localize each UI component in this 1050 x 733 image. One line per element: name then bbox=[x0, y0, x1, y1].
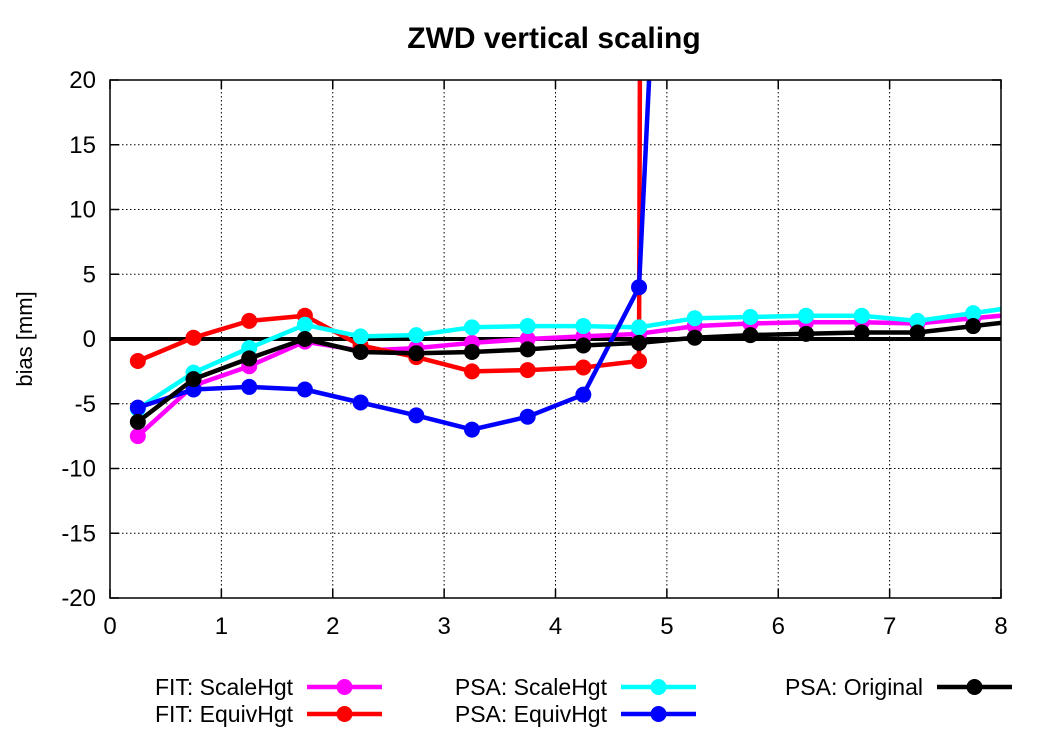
data-point-1-9 bbox=[631, 353, 648, 370]
data-point-2-6 bbox=[463, 319, 480, 336]
data-point-2-5 bbox=[408, 327, 425, 344]
data-point-2-14 bbox=[909, 312, 926, 329]
data-point-2-9 bbox=[631, 319, 648, 336]
data-point-3-2 bbox=[241, 378, 258, 395]
data-point-4-10 bbox=[686, 329, 703, 346]
data-point-1-7 bbox=[519, 362, 536, 379]
data-point-3-5 bbox=[408, 407, 425, 424]
data-point-2-12 bbox=[798, 307, 815, 324]
legend-label-3: PSA: EquivHgt bbox=[455, 701, 608, 727]
series-layer bbox=[129, 80, 1001, 445]
data-point-4-7 bbox=[519, 341, 536, 358]
legend-label-2: PSA: ScaleHgt bbox=[455, 674, 608, 700]
data-point-4-14 bbox=[909, 324, 926, 341]
data-point-1-2 bbox=[241, 312, 258, 329]
data-point-4-15 bbox=[965, 318, 982, 335]
data-point-2-8 bbox=[575, 318, 592, 335]
y-tick-label: -5 bbox=[75, 391, 96, 418]
y-tick-label: -20 bbox=[61, 585, 96, 612]
data-point-3-7 bbox=[519, 408, 536, 425]
x-tick-label: 8 bbox=[994, 613, 1007, 640]
series-line-1 bbox=[136, 80, 643, 374]
y-tick-label: -15 bbox=[61, 520, 96, 547]
data-point-2-13 bbox=[853, 307, 870, 324]
data-point-3-6 bbox=[463, 421, 480, 438]
data-point-2-10 bbox=[686, 310, 703, 327]
data-point-1-1 bbox=[185, 329, 202, 346]
data-point-2-15 bbox=[965, 305, 982, 322]
x-tick-label: 7 bbox=[883, 613, 896, 640]
series-group bbox=[129, 80, 1001, 445]
x-tick-label: 6 bbox=[772, 613, 785, 640]
data-point-2-4 bbox=[352, 328, 369, 345]
x-tick-label: 1 bbox=[215, 613, 228, 640]
data-point-4-3 bbox=[296, 331, 313, 347]
data-point-4-13 bbox=[853, 324, 870, 341]
legend-marker-4 bbox=[966, 679, 983, 695]
x-tick-label: 0 bbox=[103, 613, 116, 640]
data-point-4-8 bbox=[575, 337, 592, 354]
data-point-3-3 bbox=[296, 381, 313, 398]
data-point-3-4 bbox=[352, 394, 369, 411]
legend-marker-2 bbox=[650, 679, 667, 695]
data-point-4-4 bbox=[352, 343, 369, 360]
data-point-1-6 bbox=[463, 363, 480, 380]
data-point-2-11 bbox=[742, 308, 759, 325]
axis-ticks: 0 1 2 3 4 5 6 7 8 -20 -15 -10 -5 0 5 10 15 20 bbox=[61, 67, 1007, 640]
data-point-4-0 bbox=[129, 413, 146, 430]
x-tick-label: 2 bbox=[326, 613, 339, 640]
data-point-4-11 bbox=[742, 327, 759, 344]
y-tick-label: 10 bbox=[69, 197, 96, 224]
data-point-1-0 bbox=[129, 353, 146, 370]
x-tick-label: 5 bbox=[660, 613, 673, 640]
data-point-4-2 bbox=[241, 350, 258, 367]
x-tick-label: 3 bbox=[437, 613, 450, 640]
y-tick-label: 5 bbox=[83, 261, 96, 288]
data-point-4-12 bbox=[798, 325, 815, 342]
data-point-4-9 bbox=[631, 334, 648, 351]
chart-title: ZWD vertical scaling bbox=[407, 22, 700, 55]
legend-marker-0 bbox=[336, 679, 353, 695]
y-tick-label: 15 bbox=[69, 132, 96, 159]
data-point-2-7 bbox=[519, 318, 536, 335]
legend-label-0: FIT: ScaleHgt bbox=[155, 674, 294, 700]
data-point-3-0 bbox=[129, 399, 146, 416]
legend-marker-3 bbox=[650, 706, 667, 722]
data-point-4-1 bbox=[185, 371, 202, 388]
legend-marker-1 bbox=[336, 706, 353, 722]
data-point-2-3 bbox=[296, 316, 313, 333]
y-axis-label: bias [mm] bbox=[12, 291, 37, 386]
data-point-3-8 bbox=[575, 386, 592, 403]
y-tick-label: 20 bbox=[69, 67, 96, 94]
y-tick-label: 0 bbox=[83, 326, 96, 353]
data-point-4-6 bbox=[463, 343, 480, 360]
data-point-3-9 bbox=[631, 279, 648, 296]
y-tick-label: -10 bbox=[61, 456, 96, 483]
legend-label-4: PSA: Original bbox=[785, 674, 923, 700]
data-point-4-5 bbox=[408, 345, 425, 362]
legend-label-1: FIT: EquivHgt bbox=[155, 701, 294, 727]
x-tick-label: 4 bbox=[549, 613, 562, 640]
data-point-0-0 bbox=[129, 428, 146, 445]
data-point-1-8 bbox=[575, 359, 592, 376]
